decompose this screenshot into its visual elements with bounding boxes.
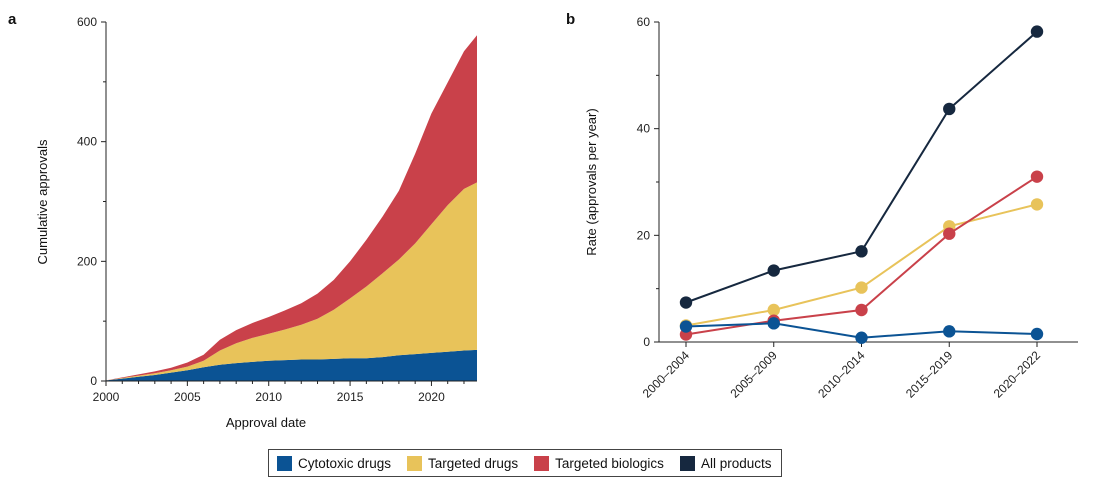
legend-swatch-targeted-drugs bbox=[407, 455, 423, 471]
panel-b-x-tick-label: 2005–2009 bbox=[727, 348, 780, 401]
point-targeted-drugs bbox=[1030, 198, 1044, 211]
panel-a-x-tick-label: 2000 bbox=[93, 390, 120, 404]
point-cytotoxic-drugs bbox=[855, 331, 868, 344]
panel-a-x-axis-label: Approval date bbox=[226, 415, 306, 430]
legend-swatch-targeted-biologics bbox=[534, 455, 550, 471]
legend-label-targeted-biologics: Targeted biologics bbox=[555, 455, 664, 471]
legend-label-cytotoxic: Cytotoxic drugs bbox=[298, 455, 392, 471]
series-cytotoxic-drugs bbox=[679, 317, 1044, 344]
point-all-products bbox=[767, 264, 780, 277]
point-all-products bbox=[855, 245, 868, 258]
series-all-products bbox=[679, 25, 1044, 309]
panel-b-x-tick-label: 2010–2014 bbox=[815, 348, 868, 401]
panel-b-y-axis-label: Rate (approvals per year) bbox=[584, 108, 599, 255]
panel-b-x-tick-label: 2000–2004 bbox=[640, 348, 693, 401]
legend: Cytotoxic drugs Targeted drugs Targeted … bbox=[268, 449, 783, 477]
panel-b-y-tick-label: 60 bbox=[637, 15, 651, 29]
area-cytotoxic-drugs bbox=[106, 349, 477, 381]
panel-a-letter: a bbox=[8, 11, 17, 28]
point-cytotoxic-drugs bbox=[943, 325, 956, 338]
point-targeted-biologics bbox=[1030, 170, 1044, 183]
legend-item-targeted-biologics: Targeted biologics bbox=[534, 455, 664, 471]
panel-b-y-tick-label: 0 bbox=[643, 335, 650, 349]
point-targeted-drugs bbox=[767, 303, 780, 317]
area-targeted-biologics bbox=[106, 35, 477, 381]
panel-b-x-tick-label: 2020–2022 bbox=[991, 348, 1044, 401]
legend-label-all-products: All products bbox=[700, 455, 772, 471]
panel-a-x-tick-label: 2005 bbox=[174, 390, 201, 404]
legend-label-targeted-drugs: Targeted drugs bbox=[428, 455, 519, 471]
panel-a-y-tick-label: 400 bbox=[77, 135, 97, 149]
point-targeted-biologics bbox=[943, 227, 956, 240]
point-cytotoxic-drugs bbox=[767, 317, 780, 330]
legend-swatch-all-products bbox=[679, 455, 695, 471]
panel-b-x-tick-label: 2015–2019 bbox=[903, 348, 956, 401]
panel-a-y-tick-label: 200 bbox=[77, 254, 97, 268]
legend-item-all-products: All products bbox=[679, 455, 772, 471]
panel-a-x-tick-label: 2010 bbox=[255, 390, 282, 404]
legend-item-targeted-drugs: Targeted drugs bbox=[407, 455, 519, 471]
panel-b-letter: b bbox=[566, 11, 575, 28]
panel-b-lines bbox=[679, 25, 1044, 344]
point-cytotoxic-drugs bbox=[1030, 327, 1044, 341]
panel-a-axes: 0 200 400 600 2000 2005 2010 2015 2020 bbox=[77, 15, 477, 404]
panel-b-y-tick-label: 40 bbox=[637, 122, 651, 136]
point-all-products bbox=[1030, 25, 1044, 38]
panel-b-y-tick-label: 20 bbox=[637, 228, 651, 242]
line-all-products bbox=[685, 30, 1038, 304]
panel-a-y-tick-label: 0 bbox=[90, 374, 97, 388]
panel-a-y-tick-label: 600 bbox=[77, 15, 97, 29]
legend-item-cytotoxic: Cytotoxic drugs bbox=[277, 455, 392, 471]
area-targeted-drugs bbox=[106, 182, 477, 381]
point-targeted-biologics bbox=[855, 303, 868, 317]
panel-a-areas bbox=[106, 35, 477, 381]
point-targeted-drugs bbox=[855, 281, 868, 294]
point-all-products bbox=[943, 102, 956, 116]
point-cytotoxic-drugs bbox=[679, 320, 693, 333]
legend-swatch-cytotoxic bbox=[277, 455, 292, 471]
panel-b-axes: 0 20 40 60 2000–2004 2005–2009 2010–2014 2015–2… bbox=[637, 15, 1078, 401]
panel-a-x-tick-label: 2015 bbox=[337, 390, 364, 404]
panel-a-y-axis-label: Cumulative approvals bbox=[35, 139, 50, 265]
panel-a-area-chart: a 0 200 400 600 2000 2005 2010 2015 2020 Approva… bbox=[8, 11, 477, 430]
panel-b-line-chart: b 0 20 40 60 2000–2004 2005–2009 2010–2014 2015… bbox=[566, 11, 1078, 401]
panel-a-x-tick-label: 2020 bbox=[418, 390, 445, 404]
point-all-products bbox=[679, 296, 693, 309]
